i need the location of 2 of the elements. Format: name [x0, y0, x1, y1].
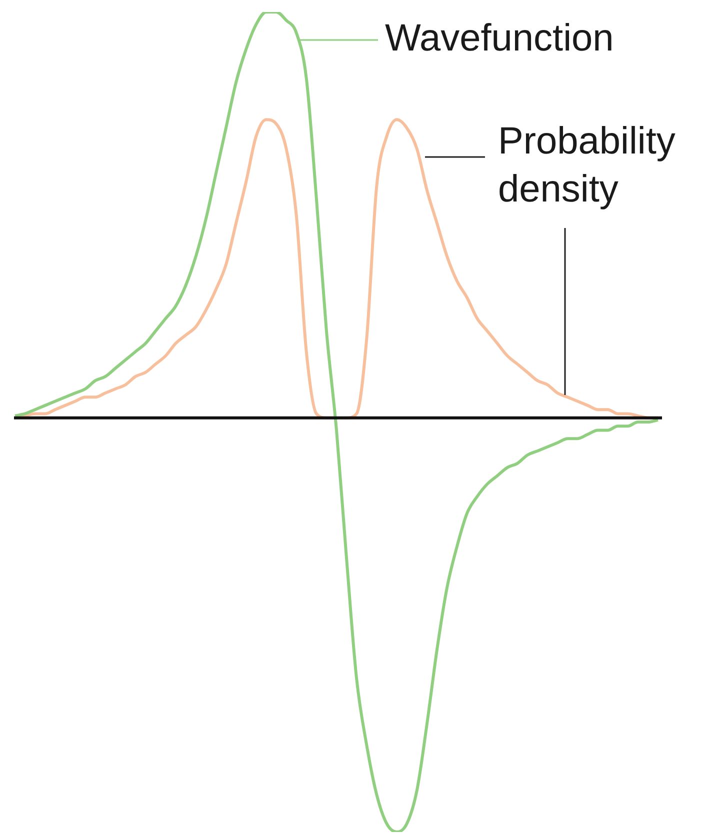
series-label: Probability density [498, 120, 676, 210]
legend-label: Wavefunction [385, 17, 614, 60]
